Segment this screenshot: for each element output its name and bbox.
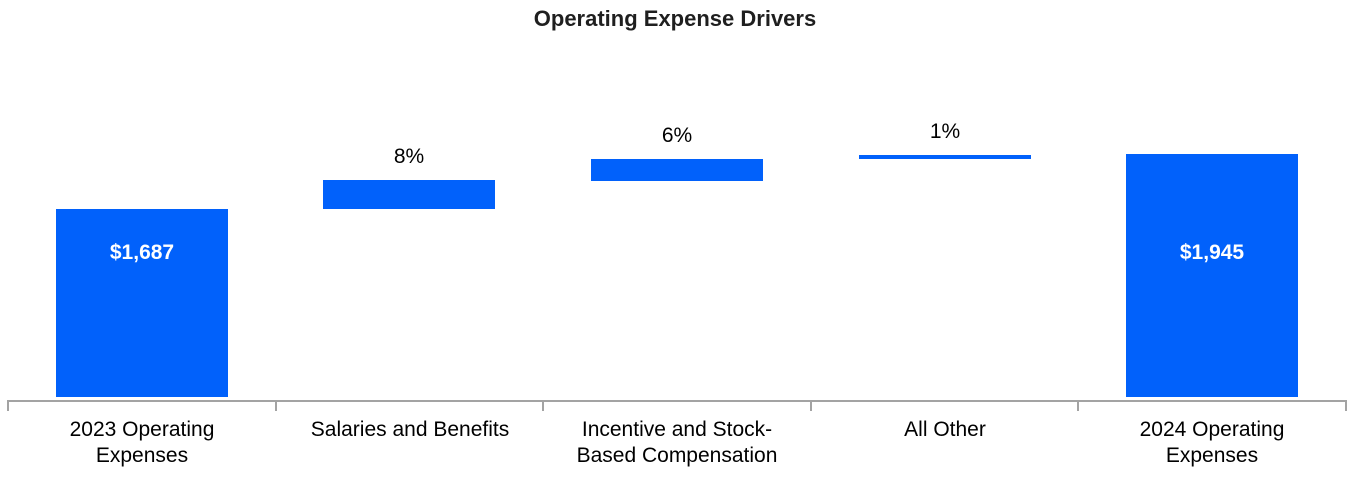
chart-title: Operating Expense Drivers [533, 6, 817, 31]
bar-value-label: $1,945 [1179, 241, 1245, 264]
waterfall-bar [56, 209, 228, 397]
category-label: 2023 Operating Expenses [69, 418, 215, 467]
bar-percent-label: 1% [929, 120, 961, 143]
x-axis-tick [275, 400, 277, 411]
bar-percent-label: 6% [661, 124, 693, 147]
x-axis-tick [810, 400, 812, 411]
bar-percent-label: 8% [393, 145, 425, 168]
waterfall-bar [859, 155, 1031, 159]
waterfall-bar [323, 180, 495, 209]
x-axis-tick [1077, 400, 1079, 411]
category-label: Salaries and Benefits [310, 418, 510, 441]
x-axis-tick [1345, 400, 1347, 411]
x-axis-tick [7, 400, 9, 411]
category-label: Incentive and Stock- Based Compensation [576, 418, 778, 467]
bar-value-label: $1,687 [109, 241, 175, 264]
x-axis-tick [542, 400, 544, 411]
waterfall-bar [591, 159, 763, 181]
x-axis-line [8, 400, 1346, 402]
category-label: 2024 Operating Expenses [1139, 418, 1285, 467]
waterfall-bar [1126, 154, 1298, 397]
category-label: All Other [904, 418, 986, 441]
